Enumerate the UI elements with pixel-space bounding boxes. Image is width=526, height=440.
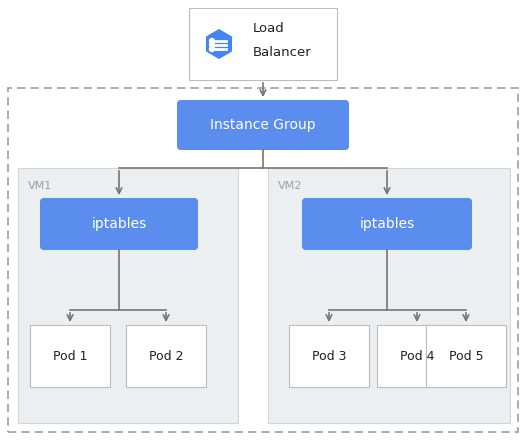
Text: Load: Load xyxy=(253,22,285,34)
Circle shape xyxy=(209,39,215,44)
Text: iptables: iptables xyxy=(92,217,147,231)
Bar xyxy=(30,325,110,387)
Text: VM2: VM2 xyxy=(278,181,302,191)
Polygon shape xyxy=(206,29,232,59)
Bar xyxy=(289,325,369,387)
Bar xyxy=(268,168,510,423)
Text: iptables: iptables xyxy=(359,217,414,231)
Text: Instance Group: Instance Group xyxy=(210,118,316,132)
FancyBboxPatch shape xyxy=(302,198,472,250)
Bar xyxy=(8,88,518,432)
Circle shape xyxy=(209,43,215,48)
Bar xyxy=(377,325,457,387)
Text: Pod 2: Pod 2 xyxy=(149,349,183,363)
FancyBboxPatch shape xyxy=(177,100,349,150)
Bar xyxy=(189,8,337,80)
FancyBboxPatch shape xyxy=(40,198,198,250)
Text: Pod 5: Pod 5 xyxy=(449,349,483,363)
Bar xyxy=(126,325,206,387)
Text: VM1: VM1 xyxy=(28,181,52,191)
Text: Pod 4: Pod 4 xyxy=(400,349,434,363)
Bar xyxy=(18,168,238,423)
Text: Pod 1: Pod 1 xyxy=(53,349,87,363)
Bar xyxy=(426,325,506,387)
Text: Balancer: Balancer xyxy=(253,45,312,59)
Circle shape xyxy=(209,47,215,51)
Text: Pod 3: Pod 3 xyxy=(312,349,346,363)
